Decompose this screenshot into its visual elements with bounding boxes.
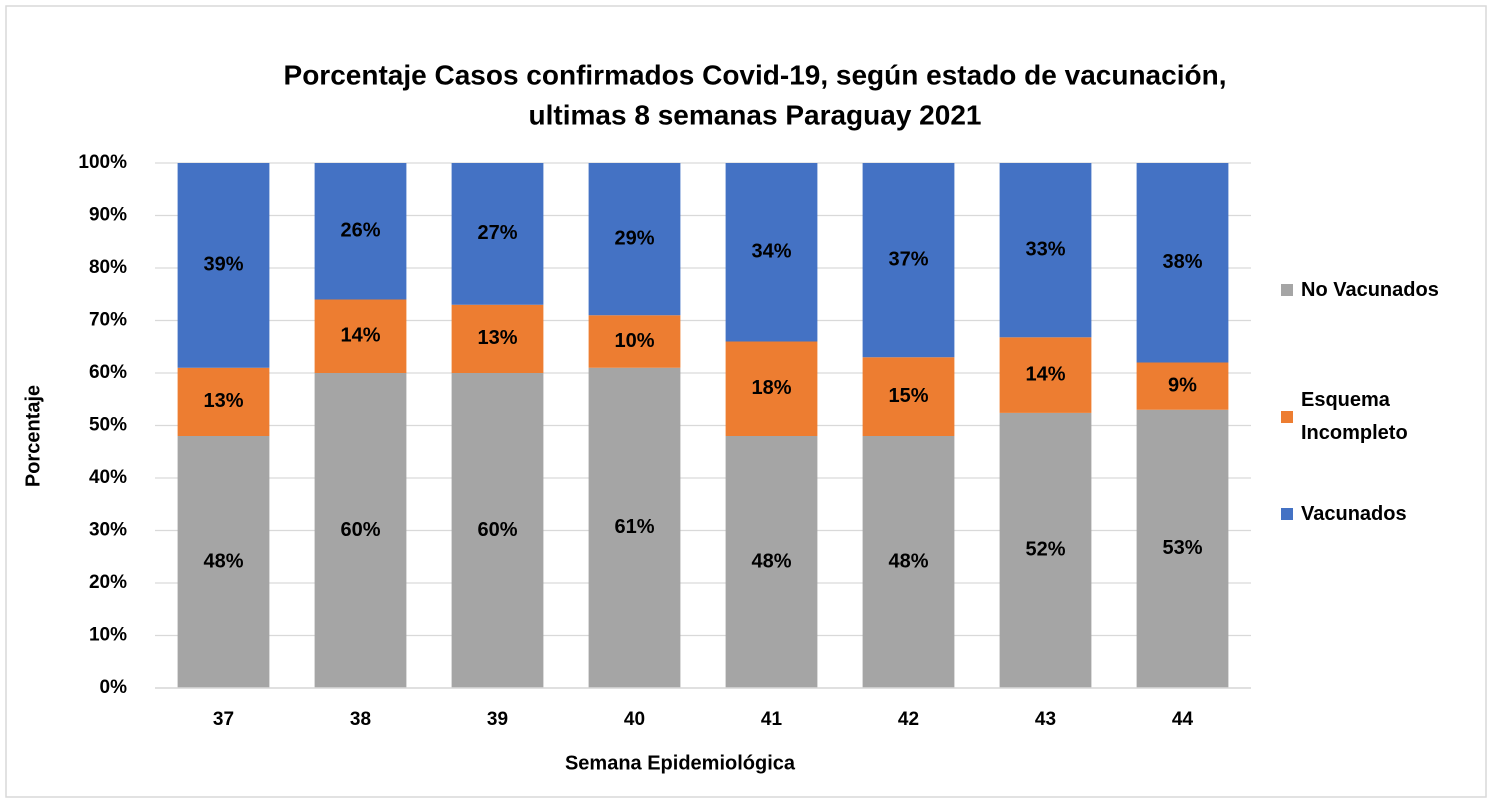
bar-segment <box>725 436 818 688</box>
y-axis-label: Porcentaje <box>22 385 44 487</box>
y-tick-label: 70% <box>89 310 127 331</box>
bar-segment <box>177 163 270 368</box>
bar-segment <box>314 163 407 300</box>
bar-segment <box>999 412 1092 688</box>
bar-segment <box>451 304 544 373</box>
bar-segment <box>725 163 818 342</box>
bar-segment <box>862 436 955 688</box>
y-tick-label: 30% <box>89 520 127 541</box>
bar-segment <box>588 367 681 688</box>
data-label: 37% <box>888 248 928 270</box>
data-label: 38% <box>1162 251 1202 273</box>
data-label: 60% <box>477 519 517 541</box>
y-tick-label: 50% <box>89 415 127 436</box>
bar-segment <box>999 163 1092 338</box>
legend-swatch <box>1281 284 1293 296</box>
legend-item: No Vacunados <box>1281 274 1471 307</box>
data-label: 52% <box>1025 539 1065 561</box>
data-label: 13% <box>203 390 243 412</box>
bar-segment <box>451 373 544 688</box>
data-label: 48% <box>888 550 928 572</box>
x-tick-label: 38 <box>350 709 371 730</box>
legend-label: Vacunados <box>1301 502 1407 525</box>
data-label: 53% <box>1162 537 1202 559</box>
data-label: 48% <box>751 550 791 572</box>
y-tick-label: 0% <box>100 677 128 698</box>
y-tick-label: 80% <box>89 257 127 278</box>
x-tick-label: 37 <box>213 709 234 730</box>
chart-title: Porcentaje Casos confirmados Covid-19, s… <box>284 59 1227 90</box>
bar-segment <box>862 163 955 358</box>
data-label: 13% <box>477 327 517 349</box>
bar-segment <box>1136 409 1229 688</box>
data-label: 61% <box>614 516 654 538</box>
legend-item: Vacunados <box>1281 498 1471 531</box>
bar-segment <box>862 357 955 436</box>
data-label: 29% <box>614 227 654 249</box>
x-tick-label: 42 <box>898 709 919 730</box>
data-label: 33% <box>1025 238 1065 260</box>
x-tick-label: 43 <box>1035 709 1056 730</box>
bar-segment <box>314 373 407 688</box>
bar-segment <box>1136 163 1229 363</box>
x-tick-label: 44 <box>1172 709 1194 730</box>
legend-label: Esquema Incompleto <box>1301 389 1408 444</box>
bar-segment <box>999 337 1092 413</box>
bar-segment <box>725 341 818 436</box>
data-label: 9% <box>1168 374 1197 396</box>
data-label: 14% <box>340 325 380 347</box>
data-label: 60% <box>340 519 380 541</box>
data-label: 48% <box>203 550 243 572</box>
data-label: 39% <box>203 254 243 276</box>
legend-label: No Vacunados <box>1301 278 1439 301</box>
bar-segment <box>1136 362 1229 410</box>
y-tick-label: 10% <box>89 625 127 646</box>
data-label: 27% <box>477 222 517 244</box>
data-label: 34% <box>751 241 791 263</box>
legend-swatch <box>1281 411 1293 423</box>
data-label: 15% <box>888 385 928 407</box>
legend-swatch <box>1281 508 1293 520</box>
legend-item: Esquema Incompleto <box>1281 384 1471 450</box>
bar-segment <box>177 436 270 688</box>
bar-segment <box>177 367 270 436</box>
x-tick-label: 39 <box>487 709 508 730</box>
data-label: 10% <box>614 330 654 352</box>
x-tick-label: 40 <box>624 709 645 730</box>
y-tick-label: 40% <box>89 467 127 488</box>
bar-segment <box>588 163 681 316</box>
data-label: 26% <box>340 220 380 242</box>
y-tick-label: 90% <box>89 205 127 226</box>
bar-segment <box>451 163 544 305</box>
y-tick-label: 100% <box>78 152 127 173</box>
y-tick-label: 20% <box>89 572 127 593</box>
data-label: 14% <box>1025 363 1065 385</box>
bar-segment <box>588 315 681 368</box>
x-axis-label: Semana Epidemiológica <box>565 752 796 774</box>
x-tick-label: 41 <box>761 709 783 730</box>
chart-title: ultimas 8 semanas Paraguay 2021 <box>529 99 982 130</box>
data-label: 18% <box>751 377 791 399</box>
bar-segment <box>314 299 407 373</box>
y-tick-label: 60% <box>89 362 127 383</box>
